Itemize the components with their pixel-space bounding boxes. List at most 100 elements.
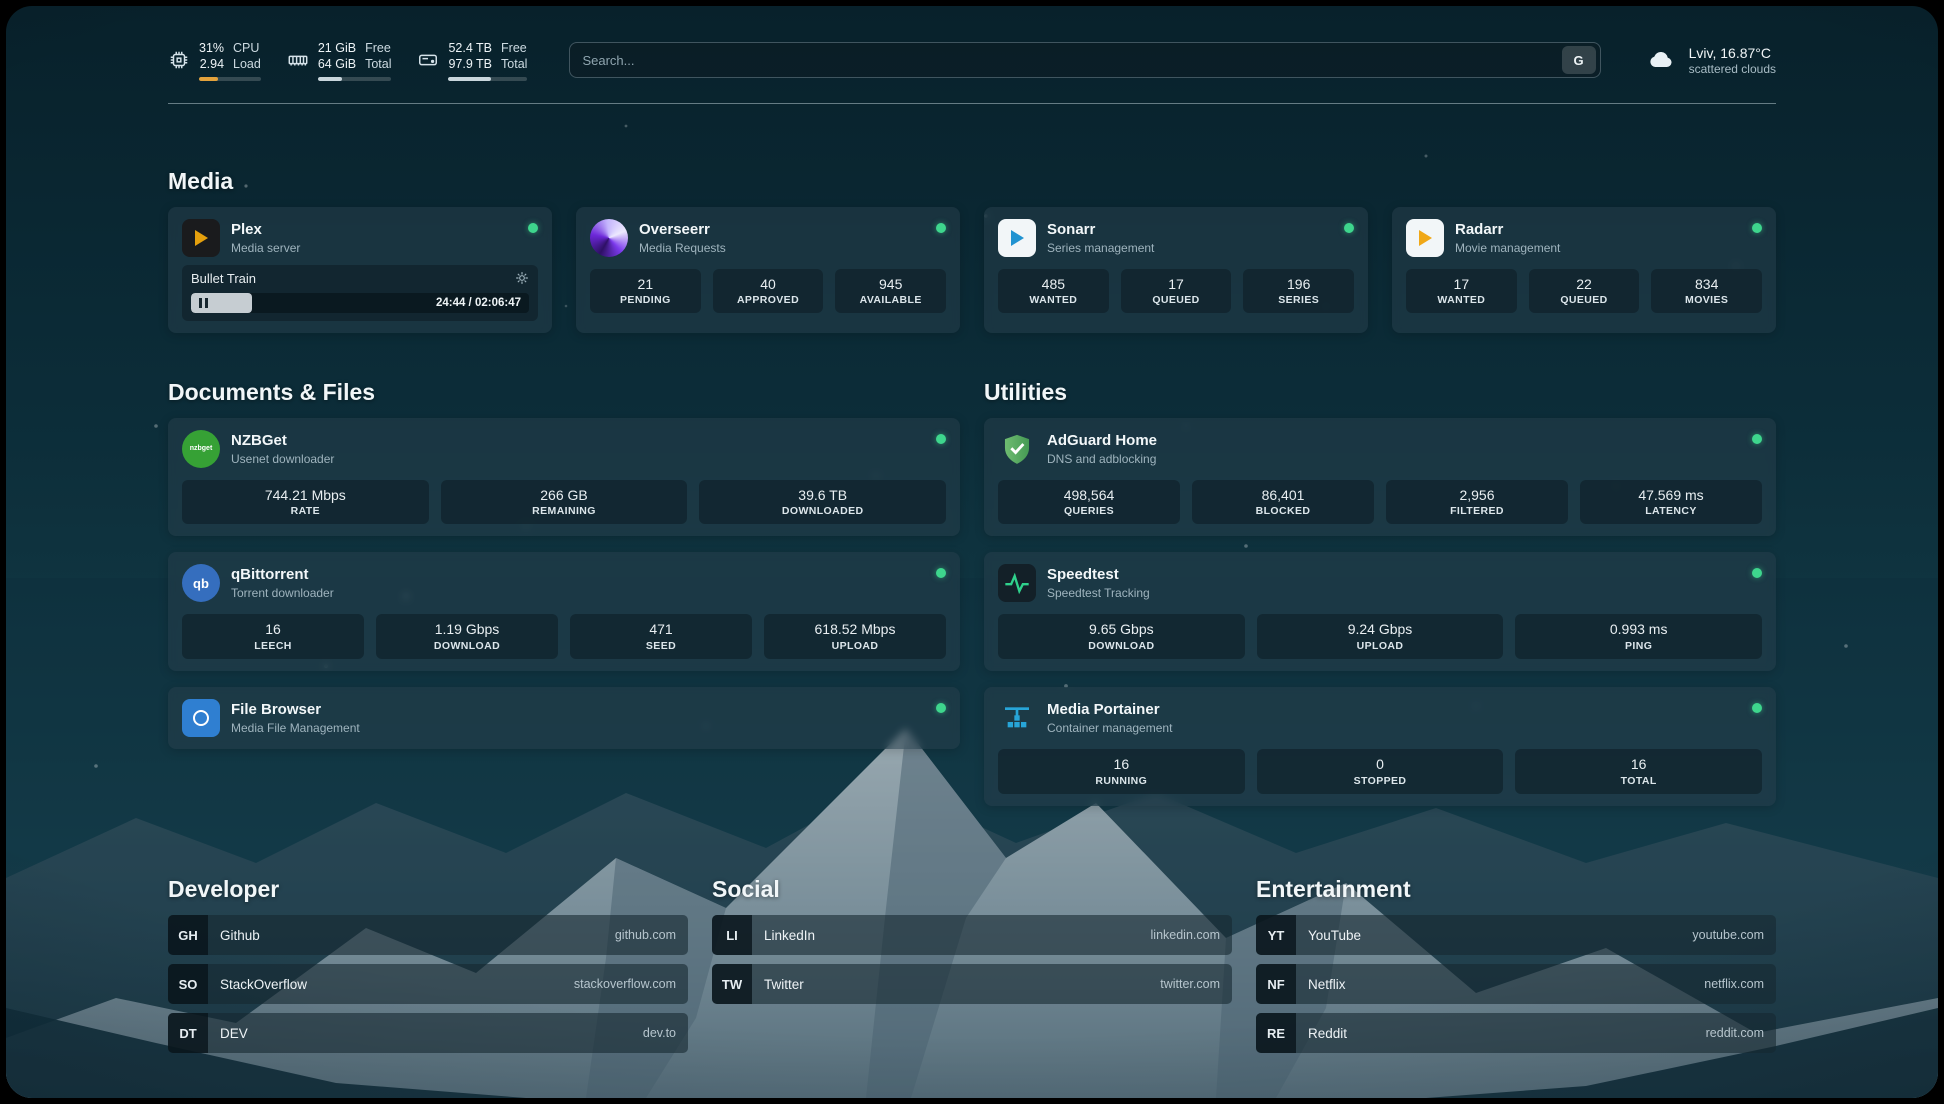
service-card-portainer[interactable]: Media Portainer Container management 16 … [984, 687, 1776, 807]
card-header: qb qBittorrent Torrent downloader [182, 564, 946, 603]
stat: 39.6 TB DOWNLOADED [699, 479, 947, 525]
dashboard-content: 31% 2.94 CPU Load [6, 6, 1938, 1098]
bookmark-name: Reddit [1308, 1025, 1348, 1041]
memory-free-label: Free [365, 41, 391, 55]
stat: 17 WANTED [1406, 268, 1517, 314]
service-card-speedtest[interactable]: Speedtest Speedtest Tracking 9.65 Gbps D… [984, 552, 1776, 672]
stat: 485 WANTED [998, 268, 1109, 314]
stat: 22 QUEUED [1528, 268, 1640, 314]
service-card-nzbget[interactable]: nzbget NZBGet Usenet downloader 744.21 M… [168, 417, 960, 537]
stat: 498,564 QUERIES [998, 479, 1180, 525]
adguard-icon [998, 430, 1036, 468]
stats-row: 9.65 Gbps DOWNLOAD 9.24 Gbps UPLOAD 0.99… [998, 614, 1763, 660]
bookmark-url: stackoverflow.com [573, 977, 676, 992]
status-dot [528, 222, 538, 233]
service-text: AdGuard Home DNS and adblocking [1047, 432, 1157, 466]
service-card-radarr[interactable]: Radarr Movie management 17 WANTED 22 QUE… [1392, 206, 1776, 333]
stat: 744.21 Mbps RATE [182, 479, 429, 525]
service-text: Media Portainer Container management [1047, 701, 1172, 735]
bookmark-name: YouTube [1308, 927, 1362, 943]
gear-icon[interactable] [515, 271, 529, 285]
card-header: Plex Media server [182, 218, 538, 257]
memory-total-label: Total [365, 57, 392, 72]
stat: 1.19 Gbps DOWNLOAD [376, 614, 558, 660]
stat: 0.993 ms PING [1515, 614, 1763, 660]
weather-location: Lviv, 16.87°C [1688, 45, 1771, 62]
service-text: Speedtest Speedtest Tracking [1047, 566, 1150, 600]
card-header: Media Portainer Container management [998, 699, 1762, 737]
bookmark-abbr: LI [712, 915, 752, 956]
service-description: Torrent downloader [231, 586, 334, 601]
cpu-usage-label: CPU [233, 41, 260, 55]
stat: 618.52 Mbps UPLOAD [764, 614, 946, 660]
pause-icon[interactable] [199, 297, 208, 308]
plex-icon [182, 218, 220, 257]
card-header: nzbget NZBGet Usenet downloader [182, 429, 946, 468]
search-provider-button[interactable]: G [1561, 46, 1596, 75]
service-name: AdGuard Home [1047, 431, 1158, 449]
stat: 2,956 FILTERED [1386, 479, 1568, 525]
bookmark-github[interactable]: GH Github github.com [168, 915, 688, 956]
stats-row: 498,564 QUERIES 86,401 BLOCKED 2,956 FIL… [998, 479, 1762, 525]
service-text: Sonarr Series management [1047, 221, 1154, 255]
stats-row: 17 WANTED 22 QUEUED 834 MOVIES [1406, 268, 1763, 314]
stat: 0 STOPPED [1256, 749, 1504, 795]
disk-icon [419, 54, 438, 66]
service-description: Media File Management [231, 721, 360, 736]
stat: 16 RUNNING [998, 749, 1245, 795]
memory-widget: 21 GiB 64 GiB Free Total [287, 40, 392, 81]
disk-total-value: 97.9 TB [448, 57, 493, 72]
bookmark-linkedin[interactable]: LI LinkedIn linkedin.com [712, 915, 1232, 956]
bookmark-name: Twitter [764, 976, 804, 992]
service-card-overseerr[interactable]: Overseerr Media Requests 21 PENDING 40 A… [576, 206, 960, 333]
bookmark-url: linkedin.com [1150, 928, 1220, 943]
dashboard-screen: 31% 2.94 CPU Load [6, 6, 1938, 1098]
playback-time: 24:44 / 02:06:47 [435, 296, 521, 309]
card-header: AdGuard Home DNS and adblocking [998, 430, 1762, 468]
service-card-qbittorrent[interactable]: qb qBittorrent Torrent downloader 16 LEE… [168, 552, 960, 672]
bookmark-twitter[interactable]: TW Twitter twitter.com [712, 964, 1232, 1005]
status-dot [936, 222, 946, 233]
memory-bar [317, 76, 392, 81]
service-description: Media Requests [639, 240, 726, 255]
search-input[interactable] [570, 52, 1562, 68]
status-dot [1344, 222, 1354, 233]
stat: 16 TOTAL [1515, 749, 1763, 795]
bookmark-netflix[interactable]: NF Netflix netflix.com [1256, 964, 1776, 1005]
section-developer: Developer GH Github github.com SO StackO… [168, 876, 688, 1062]
service-card-filebrowser[interactable]: File Browser Media File Management [168, 687, 960, 750]
speedtest-icon [998, 564, 1036, 603]
filebrowser-icon [182, 699, 220, 738]
bookmark-name: DEV [220, 1025, 248, 1041]
topbar-divider [168, 102, 1776, 104]
bookmark-abbr: NF [1256, 964, 1296, 1005]
service-text: Overseerr Media Requests [639, 221, 726, 255]
stats-row: 744.21 Mbps RATE 266 GB REMAINING 39.6 T… [182, 479, 947, 525]
stat: 9.65 Gbps DOWNLOAD [998, 614, 1245, 660]
stat: 9.24 Gbps UPLOAD [1256, 614, 1504, 660]
stat: 834 MOVIES [1651, 268, 1763, 314]
stats-row: 16 RUNNING 0 STOPPED 16 TOTAL [998, 749, 1763, 795]
section-media: Media Plex Media server Bullet Train [168, 168, 1776, 333]
service-description: DNS and adblocking [1047, 451, 1157, 466]
bookmark-youtube[interactable]: YT YouTube youtube.com [1256, 915, 1776, 956]
service-description: Speedtest Tracking [1047, 586, 1150, 601]
bookmark-abbr: SO [168, 964, 208, 1005]
service-card-sonarr[interactable]: Sonarr Series management 485 WANTED 17 Q… [984, 206, 1368, 333]
service-text: Plex Media server [231, 221, 300, 255]
service-card-adguard[interactable]: AdGuard Home DNS and adblocking 498,564 … [984, 417, 1776, 537]
playback-progress-bar[interactable]: 24:44 / 02:06:47 [191, 292, 529, 313]
service-name: Radarr [1455, 220, 1504, 238]
bookmark-reddit[interactable]: RE Reddit reddit.com [1256, 1013, 1776, 1054]
nzbget-icon: nzbget [182, 429, 220, 468]
service-card-plex[interactable]: Plex Media server Bullet Train [168, 206, 552, 333]
status-dot [936, 703, 946, 714]
bookmark-stackoverflow[interactable]: SO StackOverflow stackoverflow.com [168, 964, 688, 1005]
service-text: qBittorrent Torrent downloader [231, 566, 334, 600]
qbittorrent-icon: qb [182, 564, 220, 603]
service-text: File Browser Media File Management [231, 701, 360, 735]
stat: 196 SERIES [1243, 268, 1355, 314]
radarr-icon [1406, 218, 1444, 257]
bookmark-dev[interactable]: DT DEV dev.to [168, 1013, 688, 1054]
disk-total-label: Total [501, 57, 528, 72]
